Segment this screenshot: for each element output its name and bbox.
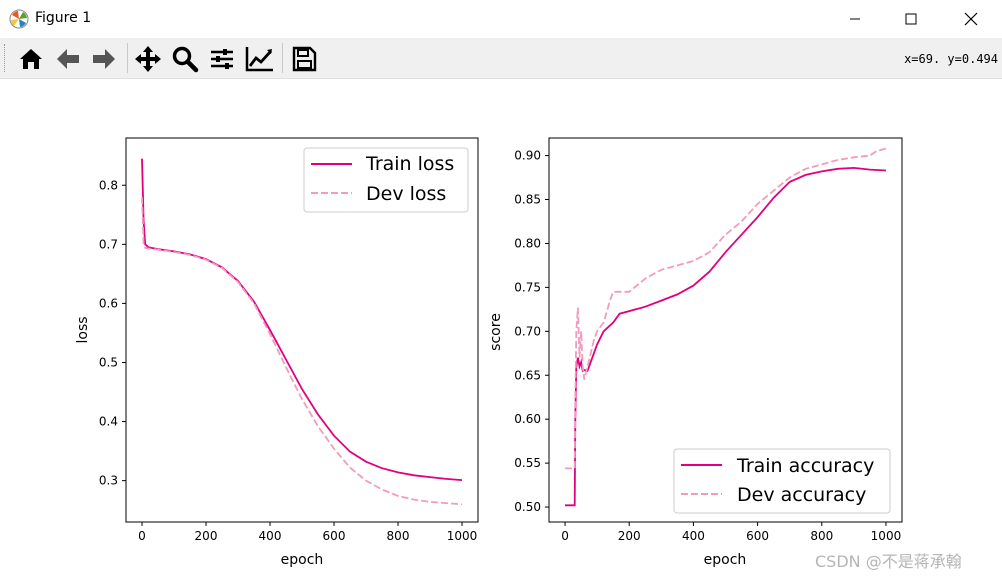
legend-dev-loss-label: Dev loss xyxy=(366,183,446,205)
x-tick-label: 600 xyxy=(746,529,769,543)
x-tick-label: 800 xyxy=(810,529,833,543)
y-tick-label: 0.85 xyxy=(514,193,541,207)
y-tick-label: 0.75 xyxy=(514,280,541,294)
x-tick-label: 0 xyxy=(561,529,569,543)
score-axes: 0 200 400 600 800 1000 0.50 0.55 0.60 0.65 0.70 0.7… xyxy=(488,137,903,568)
y-tick-label: 0.6 xyxy=(99,296,118,310)
legend-dev-accuracy-label: Dev accuracy xyxy=(737,484,866,506)
y-tick-label: 0.7 xyxy=(99,237,118,251)
figure-canvas[interactable]: 0 200 400 600 800 1000 0.3 0.4 0.5 0.6 0.7 0.8 epoc… xyxy=(0,79,1002,579)
window-title: Figure 1 xyxy=(35,10,92,26)
matplotlib-app-icon xyxy=(9,9,29,29)
y-tick-label: 0.8 xyxy=(99,178,118,192)
x-tick-label: 1000 xyxy=(871,529,902,543)
toolbar-separator xyxy=(282,43,283,73)
y-tick-label: 0.65 xyxy=(514,368,541,382)
y-tick-label: 0.70 xyxy=(514,324,541,338)
x-tick-label: 1000 xyxy=(447,529,478,543)
y-tick-label: 0.3 xyxy=(99,474,118,488)
y-tick-label: 0.4 xyxy=(99,415,118,429)
series-line-train-accuracy xyxy=(565,166,887,507)
x-tick-label: 200 xyxy=(618,529,641,543)
zoom-icon xyxy=(172,46,199,73)
watermark: CSDN @不是蒋承翰 xyxy=(815,552,962,571)
series-line-dev-loss xyxy=(141,197,463,506)
score-xlabel: epoch xyxy=(704,552,747,568)
x-tick-label: 0 xyxy=(138,529,146,543)
close-button[interactable] xyxy=(948,0,994,38)
minimize-button[interactable] xyxy=(832,0,878,38)
y-tick-label: 0.60 xyxy=(514,412,541,426)
cursor-coordinates: x=69. y=0.494 xyxy=(904,52,998,66)
y-tick-label: 0.90 xyxy=(514,149,541,163)
x-tick-label: 600 xyxy=(323,529,346,543)
close-icon xyxy=(964,12,978,26)
zoom-button[interactable] xyxy=(168,42,202,76)
score-legend: Train accuracy Dev accuracy xyxy=(673,448,891,514)
x-tick-label: 400 xyxy=(682,529,705,543)
x-tick-label: 200 xyxy=(195,529,218,543)
loss-ylabel: loss xyxy=(75,316,91,343)
y-tick-label: 0.80 xyxy=(514,236,541,250)
configure-subplots-icon xyxy=(211,49,233,69)
loss-xlabel: epoch xyxy=(281,552,324,568)
y-tick-label: 0.5 xyxy=(99,355,118,369)
pan-button[interactable] xyxy=(131,42,165,76)
pan-icon xyxy=(135,46,161,72)
back-arrow-icon xyxy=(57,49,79,69)
toolbar-grip[interactable] xyxy=(4,44,7,72)
save-button[interactable] xyxy=(287,42,321,76)
back-button[interactable] xyxy=(51,42,85,76)
home-button[interactable] xyxy=(14,42,48,76)
save-icon xyxy=(292,46,317,72)
maximize-button[interactable] xyxy=(888,0,934,38)
edit-axis-icon xyxy=(245,47,273,72)
toolbar-separator xyxy=(127,43,128,73)
title-bar: Figure 1 xyxy=(0,0,1002,38)
maximize-icon xyxy=(905,13,917,25)
legend-box xyxy=(673,448,891,514)
home-icon xyxy=(20,49,42,69)
y-tick-label: 0.50 xyxy=(514,500,541,514)
loss-axes: 0 200 400 600 800 1000 0.3 0.4 0.5 0.6 0.7 0.8 epoc… xyxy=(75,137,479,568)
series-line-dev-accuracy xyxy=(565,147,887,470)
forward-button[interactable] xyxy=(87,42,121,76)
forward-arrow-icon xyxy=(93,49,115,69)
y-tick-label: 0.55 xyxy=(514,456,541,470)
configure-subplots-button[interactable] xyxy=(205,42,239,76)
score-ylabel: score xyxy=(488,313,504,351)
x-tick-label: 800 xyxy=(387,529,410,543)
minimize-icon xyxy=(850,18,860,20)
x-tick-label: 400 xyxy=(259,529,282,543)
loss-legend: Train loss Dev loss xyxy=(303,147,469,213)
legend-train-loss-label: Train loss xyxy=(365,153,454,175)
navigation-toolbar xyxy=(0,38,1002,79)
edit-axis-button[interactable] xyxy=(243,42,277,76)
legend-train-accuracy-label: Train accuracy xyxy=(736,455,874,477)
